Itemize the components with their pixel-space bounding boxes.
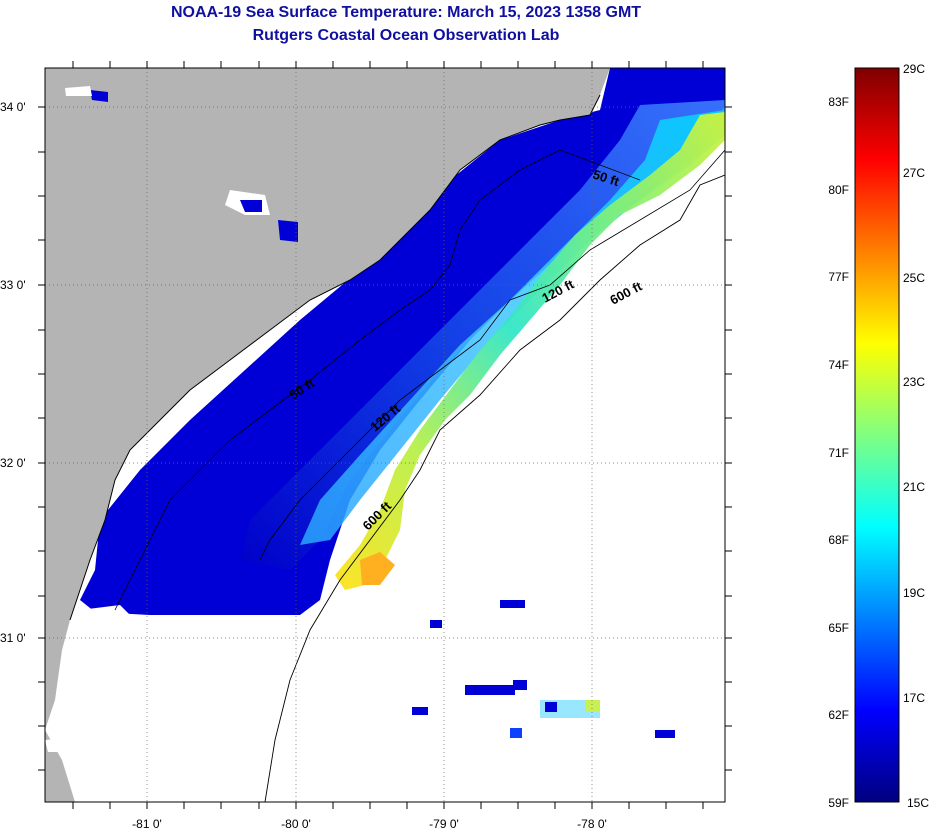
colorbar: [854, 67, 900, 803]
coastline: [69, 94, 601, 621]
lon-label: -81 0': [132, 817, 162, 831]
colorbar-celsius-label: 27C: [903, 166, 925, 180]
graticule: [45, 68, 725, 802]
lon-label: -79 0': [429, 817, 459, 831]
land: [45, 68, 610, 730]
colorbar-fahrenheit-label: 59F: [828, 796, 849, 810]
colorbar-celsius-label: 15C: [907, 796, 929, 810]
isobath-120ft: [259, 149, 725, 561]
no-data-patches: [45, 86, 298, 752]
colorbar-fahrenheit-label: 77F: [828, 270, 849, 284]
isobath-600ft: [264, 174, 725, 802]
lon-label: -78 0': [577, 817, 607, 831]
lon-label: -80 0': [281, 817, 311, 831]
colorbar-celsius-label: 23C: [903, 375, 925, 389]
map-subtitle: Rutgers Coastal Ocean Observation Lab: [252, 27, 560, 44]
colorbar-celsius-label: 19C: [903, 586, 925, 600]
colorbar-fahrenheit-label: 68F: [828, 533, 849, 547]
warm-gulf-stream-edge: [335, 112, 725, 590]
colorbar-fahrenheit-label: 62F: [828, 708, 849, 722]
map-title: NOAA-19 Sea Surface Temperature: March 1…: [170, 4, 642, 21]
lat-label: 34 0': [0, 100, 26, 114]
ticks: [38, 61, 732, 809]
colorbar-celsius-label: 17C: [903, 691, 925, 705]
lat-label: 31 0': [0, 631, 26, 645]
cool-band: [300, 110, 725, 545]
warm-patch: [360, 552, 395, 585]
cold-shelf-water: [80, 68, 725, 615]
colorbar-fahrenheit-label: 80F: [828, 183, 849, 197]
colorbar-fahrenheit-label: 65F: [828, 621, 849, 635]
colorbar-celsius-label: 21C: [903, 480, 925, 494]
offshore-patches: [412, 600, 675, 738]
lat-label: 32 0': [0, 456, 26, 470]
isobath-50ft: [114, 149, 641, 611]
colorbar-fahrenheit-label: 74F: [828, 358, 849, 372]
colorbar-celsius-label: 25C: [903, 271, 925, 285]
colorbar-celsius-label: 29C: [903, 62, 925, 76]
lat-label: 33 0': [0, 278, 26, 292]
plot-frame: [44, 67, 726, 803]
colorbar-fahrenheit-label: 71F: [828, 446, 849, 460]
colorbar-fahrenheit-label: 83F: [828, 95, 849, 109]
